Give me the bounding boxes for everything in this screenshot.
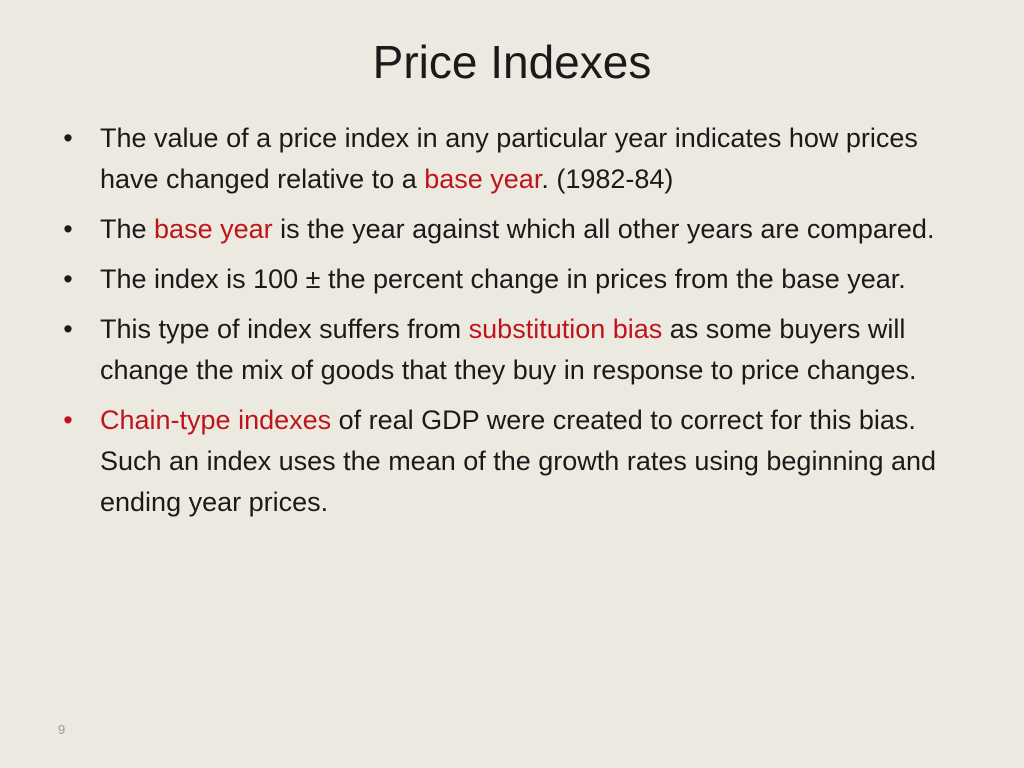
page-number: 9	[58, 722, 66, 737]
bullet-text: The value of a price index in any partic…	[100, 123, 918, 194]
bullet-text: is the year against which all other year…	[272, 214, 935, 244]
bullet-dot-icon: •	[63, 264, 73, 294]
bullet-dot-icon: •	[63, 214, 73, 244]
highlight-term: base year	[424, 164, 542, 194]
slide-title: Price Indexes	[372, 36, 652, 88]
bullet-dot-icon: •	[63, 405, 73, 435]
bullet-text: as some buyers will change the mix of go…	[100, 314, 917, 385]
bullet-item: • This type of index suffers from substi…	[58, 309, 968, 391]
highlight-term: base year	[154, 214, 273, 244]
bullet-item: • The index is 100 ± the percent change …	[58, 259, 968, 300]
highlight-term: Chain-type indexes	[100, 405, 332, 435]
bullet-text: This type of index suffers from	[100, 314, 469, 344]
bullet-item: • The base year is the year against whic…	[58, 209, 968, 250]
bullet-dot-icon: •	[63, 314, 73, 344]
bullet-item: • The value of a price index in any part…	[58, 118, 968, 200]
bullet-dot-icon: •	[63, 123, 73, 153]
highlight-term: substitution bias	[468, 314, 663, 344]
bullet-text: The index is 100 ± the percent change in…	[100, 264, 906, 294]
bullet-item: • Chain-type indexes of real GDP were cr…	[58, 400, 968, 523]
bullet-text: The	[100, 214, 155, 244]
bullet-text: of real GDP were created to correct for …	[100, 405, 937, 517]
bullet-list: • The value of a price index in any part…	[58, 118, 968, 532]
bullet-text: . (1982-84)	[541, 164, 674, 194]
